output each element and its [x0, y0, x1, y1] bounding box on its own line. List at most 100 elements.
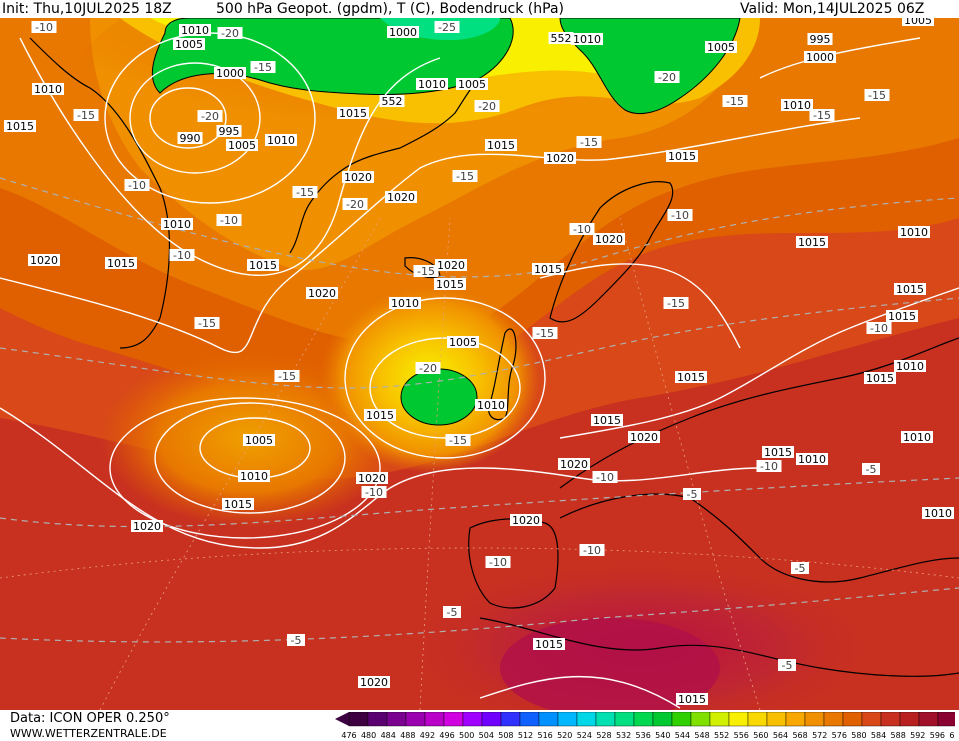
pressure-label: 1015	[222, 498, 254, 511]
label-box	[265, 134, 297, 146]
label-box	[169, 249, 195, 261]
temperature-label: -15	[250, 61, 276, 74]
temperature-label: -15	[663, 297, 689, 310]
legend-swatch	[823, 712, 844, 727]
legend-swatch	[671, 712, 692, 727]
isobar-1015-east	[559, 287, 959, 439]
temperature-label: -20	[217, 27, 243, 40]
legend-tick-label: 592	[910, 731, 925, 740]
isobar-990	[149, 87, 227, 149]
label-box	[722, 95, 748, 107]
legend-swatch	[785, 712, 806, 727]
label-text: -15	[536, 327, 554, 340]
label-text: -10	[128, 179, 146, 192]
legend-tick-label: 544	[675, 731, 690, 740]
label-text: 1005	[228, 139, 256, 152]
legend-swatch	[728, 712, 749, 727]
label-text: 1015	[534, 263, 562, 276]
label-box	[485, 139, 517, 151]
label-box	[274, 370, 300, 382]
legend-swatch	[576, 712, 597, 727]
label-text: -10	[671, 209, 689, 222]
label-box	[105, 257, 137, 269]
label-box	[447, 336, 479, 348]
label-box	[173, 38, 205, 50]
label-box	[177, 132, 203, 144]
legend-swatch	[633, 712, 654, 727]
pressure-label: 1020	[628, 431, 660, 444]
temperature-label: -15	[532, 327, 558, 340]
label-text: -10	[173, 249, 191, 262]
label-text: 1010	[34, 83, 62, 96]
temperature-label: -10	[361, 486, 387, 499]
label-text: -15	[456, 170, 474, 183]
label-box	[593, 233, 625, 245]
label-box	[663, 297, 689, 309]
label-text: 1020	[133, 520, 161, 533]
label-box	[796, 236, 828, 248]
label-text: 1010	[240, 470, 268, 483]
label-box	[226, 139, 258, 151]
label-box	[434, 21, 460, 33]
legend-swatch	[367, 712, 388, 727]
isotherm-minus-5	[0, 587, 959, 643]
label-box	[807, 33, 833, 45]
label-box	[385, 191, 417, 203]
label-box	[898, 226, 930, 238]
label-text: 1010	[391, 297, 419, 310]
label-text: -15	[868, 89, 886, 102]
label-box	[558, 458, 590, 470]
legend-swatch	[747, 712, 768, 727]
label-box	[217, 27, 243, 39]
coast-mediterranean-north	[559, 493, 959, 583]
temperature-label: -15	[809, 109, 835, 122]
graticule-line	[99, 217, 381, 710]
temperature-label: -10	[579, 544, 605, 557]
label-box	[416, 78, 448, 90]
label-box	[796, 453, 828, 465]
label-text: -10	[35, 21, 53, 34]
pressure-label: 995	[807, 33, 833, 46]
pressure-label: 1015	[485, 139, 517, 152]
temperature-label: -5	[791, 562, 809, 575]
legend-tick-label: 500	[459, 731, 474, 740]
pressure-label: 1015	[4, 120, 36, 133]
label-box	[238, 470, 270, 482]
label-box	[216, 125, 242, 137]
label-text: -5	[687, 488, 698, 501]
isobar-1010-atlantic	[154, 402, 346, 514]
legend-swatch	[481, 712, 502, 727]
pressure-label: 1000	[387, 26, 419, 39]
label-box	[389, 297, 421, 309]
label-text: 1010	[573, 33, 601, 46]
label-box	[358, 676, 390, 688]
legend-tick-label: 496	[439, 731, 454, 740]
legend-tick-label: 528	[596, 731, 611, 740]
label-box	[32, 83, 64, 95]
pressure-label: 1015	[676, 693, 708, 706]
label-text: 1010	[418, 78, 446, 91]
label-box	[532, 263, 564, 275]
temperature-label: -5	[683, 488, 701, 501]
label-box	[675, 371, 707, 383]
pressure-label: 1010	[32, 83, 64, 96]
label-box	[194, 317, 220, 329]
pressure-label: 1015	[364, 409, 396, 422]
label-text: -15	[813, 109, 831, 122]
label-box	[214, 67, 246, 79]
pressure-label: 1010	[898, 226, 930, 239]
label-box	[569, 223, 595, 235]
label-text: 1005	[458, 78, 486, 91]
coast-greenland	[289, 77, 481, 254]
label-text: -15	[667, 297, 685, 310]
cold-core-ireland	[400, 368, 478, 426]
pressure-label: 1015	[533, 638, 565, 651]
legend-swatch	[861, 712, 882, 727]
isotherm-minus-10-north	[0, 177, 959, 278]
legend-tick-label: 580	[851, 731, 866, 740]
temperature-label: -15	[73, 109, 99, 122]
isobar-1005-uk	[369, 337, 521, 439]
temperature-label: -20	[197, 110, 223, 123]
legend-swatch	[804, 712, 825, 727]
